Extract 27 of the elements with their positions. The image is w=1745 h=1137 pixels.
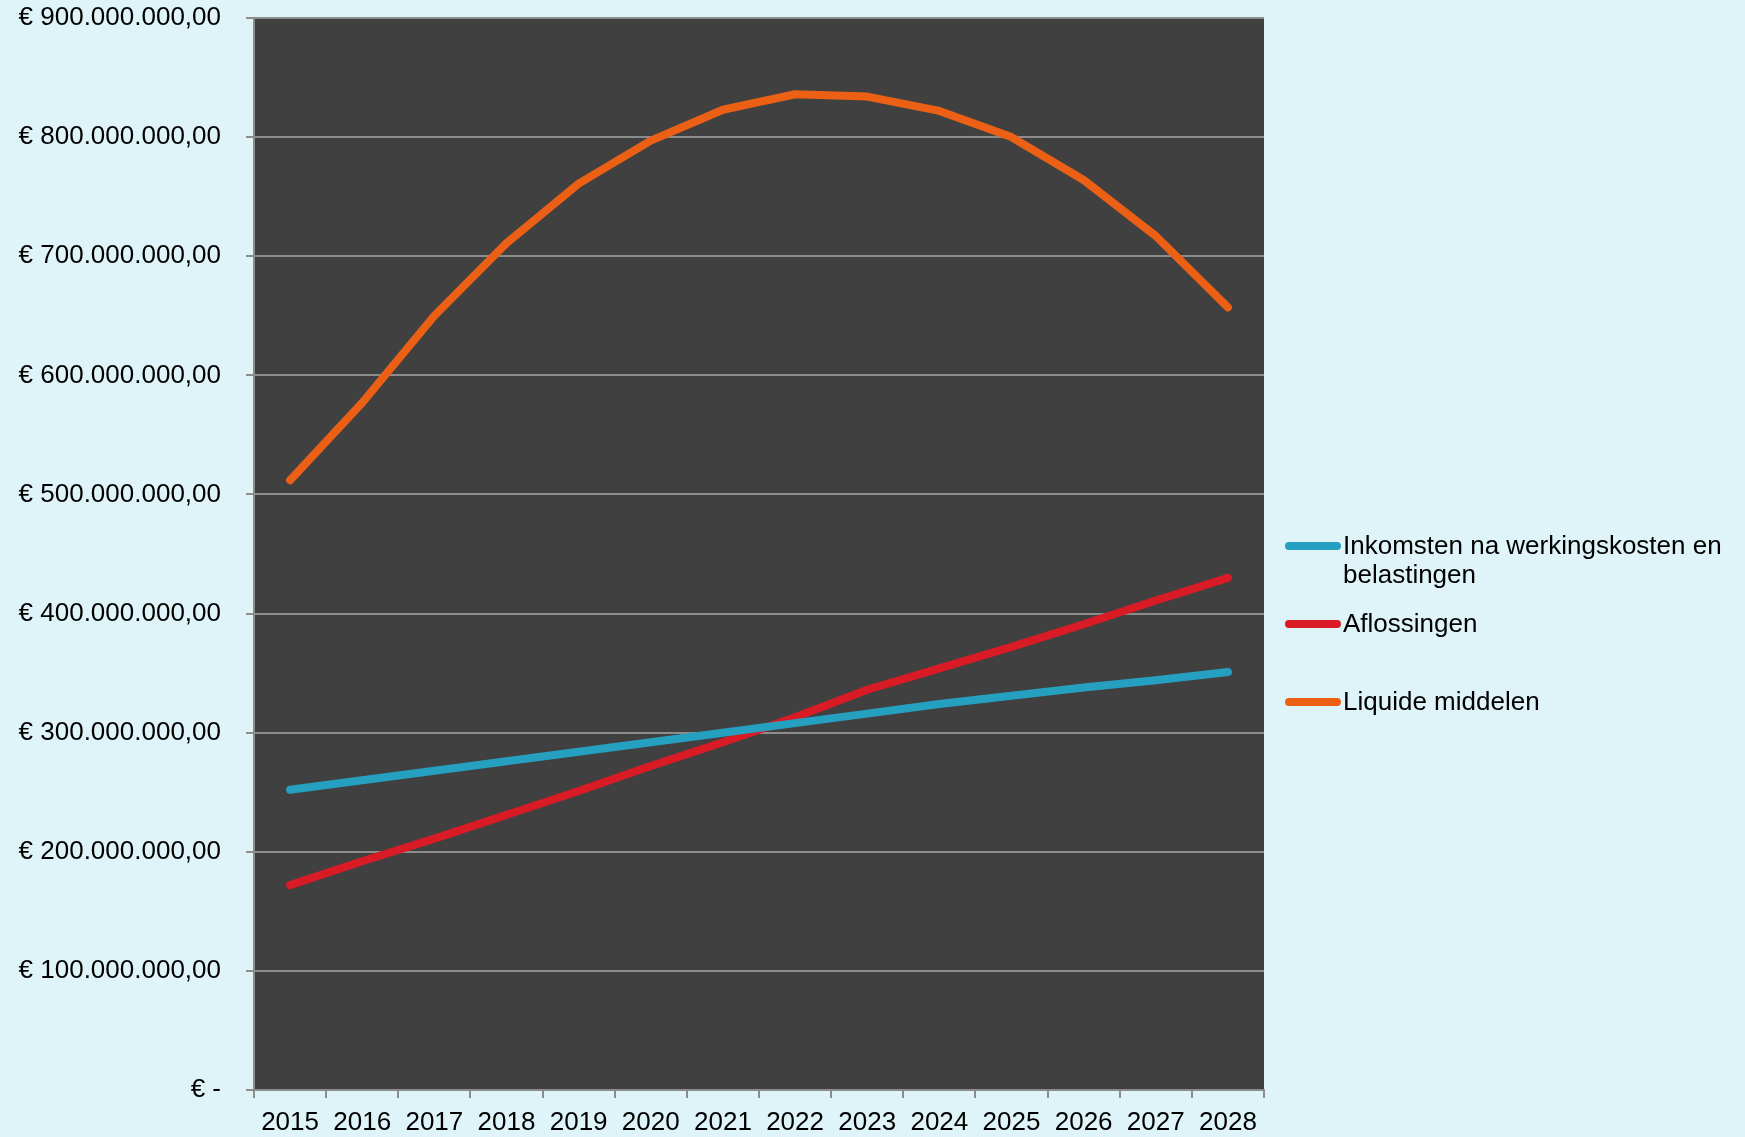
legend-label: Liquide middelen [1342, 686, 1540, 716]
x-tick-label: 2027 [1126, 1105, 1185, 1136]
x-tick-label: 2028 [1199, 1105, 1257, 1136]
y-tick-label: € 400.000.000,00 [18, 596, 221, 627]
y-tick-label: € 300.000.000,00 [18, 715, 221, 746]
x-tick-label: 2022 [766, 1105, 824, 1136]
x-tick-label: 2025 [982, 1105, 1041, 1136]
y-tick-label: € 100.000.000,00 [18, 954, 221, 985]
y-tick-label: € 600.000.000,00 [18, 358, 221, 389]
y-tick-label: € 500.000.000,00 [18, 477, 221, 508]
x-tick-label: 2018 [477, 1105, 536, 1136]
y-tick-label: € - [190, 1073, 221, 1104]
x-tick-label: 2024 [910, 1105, 969, 1136]
x-tick-label: 2026 [1054, 1105, 1113, 1136]
x-tick-label: 2017 [405, 1105, 464, 1136]
x-tick-label: 2019 [549, 1105, 608, 1136]
legend-label: Aflossingen [1342, 608, 1478, 638]
legend-label: Inkomsten na werkingskosten en belastingen [1342, 530, 1723, 589]
x-tick-label: 2015 [261, 1105, 319, 1136]
x-tick-label: 2016 [333, 1105, 392, 1136]
y-tick-label: € 200.000.000,00 [18, 834, 221, 865]
y-tick-label: € 800.000.000,00 [18, 120, 221, 151]
x-tick-label: 2023 [838, 1105, 897, 1136]
x-tick-label: 2021 [694, 1105, 752, 1136]
x-tick-label: 2020 [621, 1105, 680, 1136]
y-tick-label: € 700.000.000,00 [18, 239, 221, 270]
y-tick-label: € 900.000.000,00 [18, 1, 221, 32]
